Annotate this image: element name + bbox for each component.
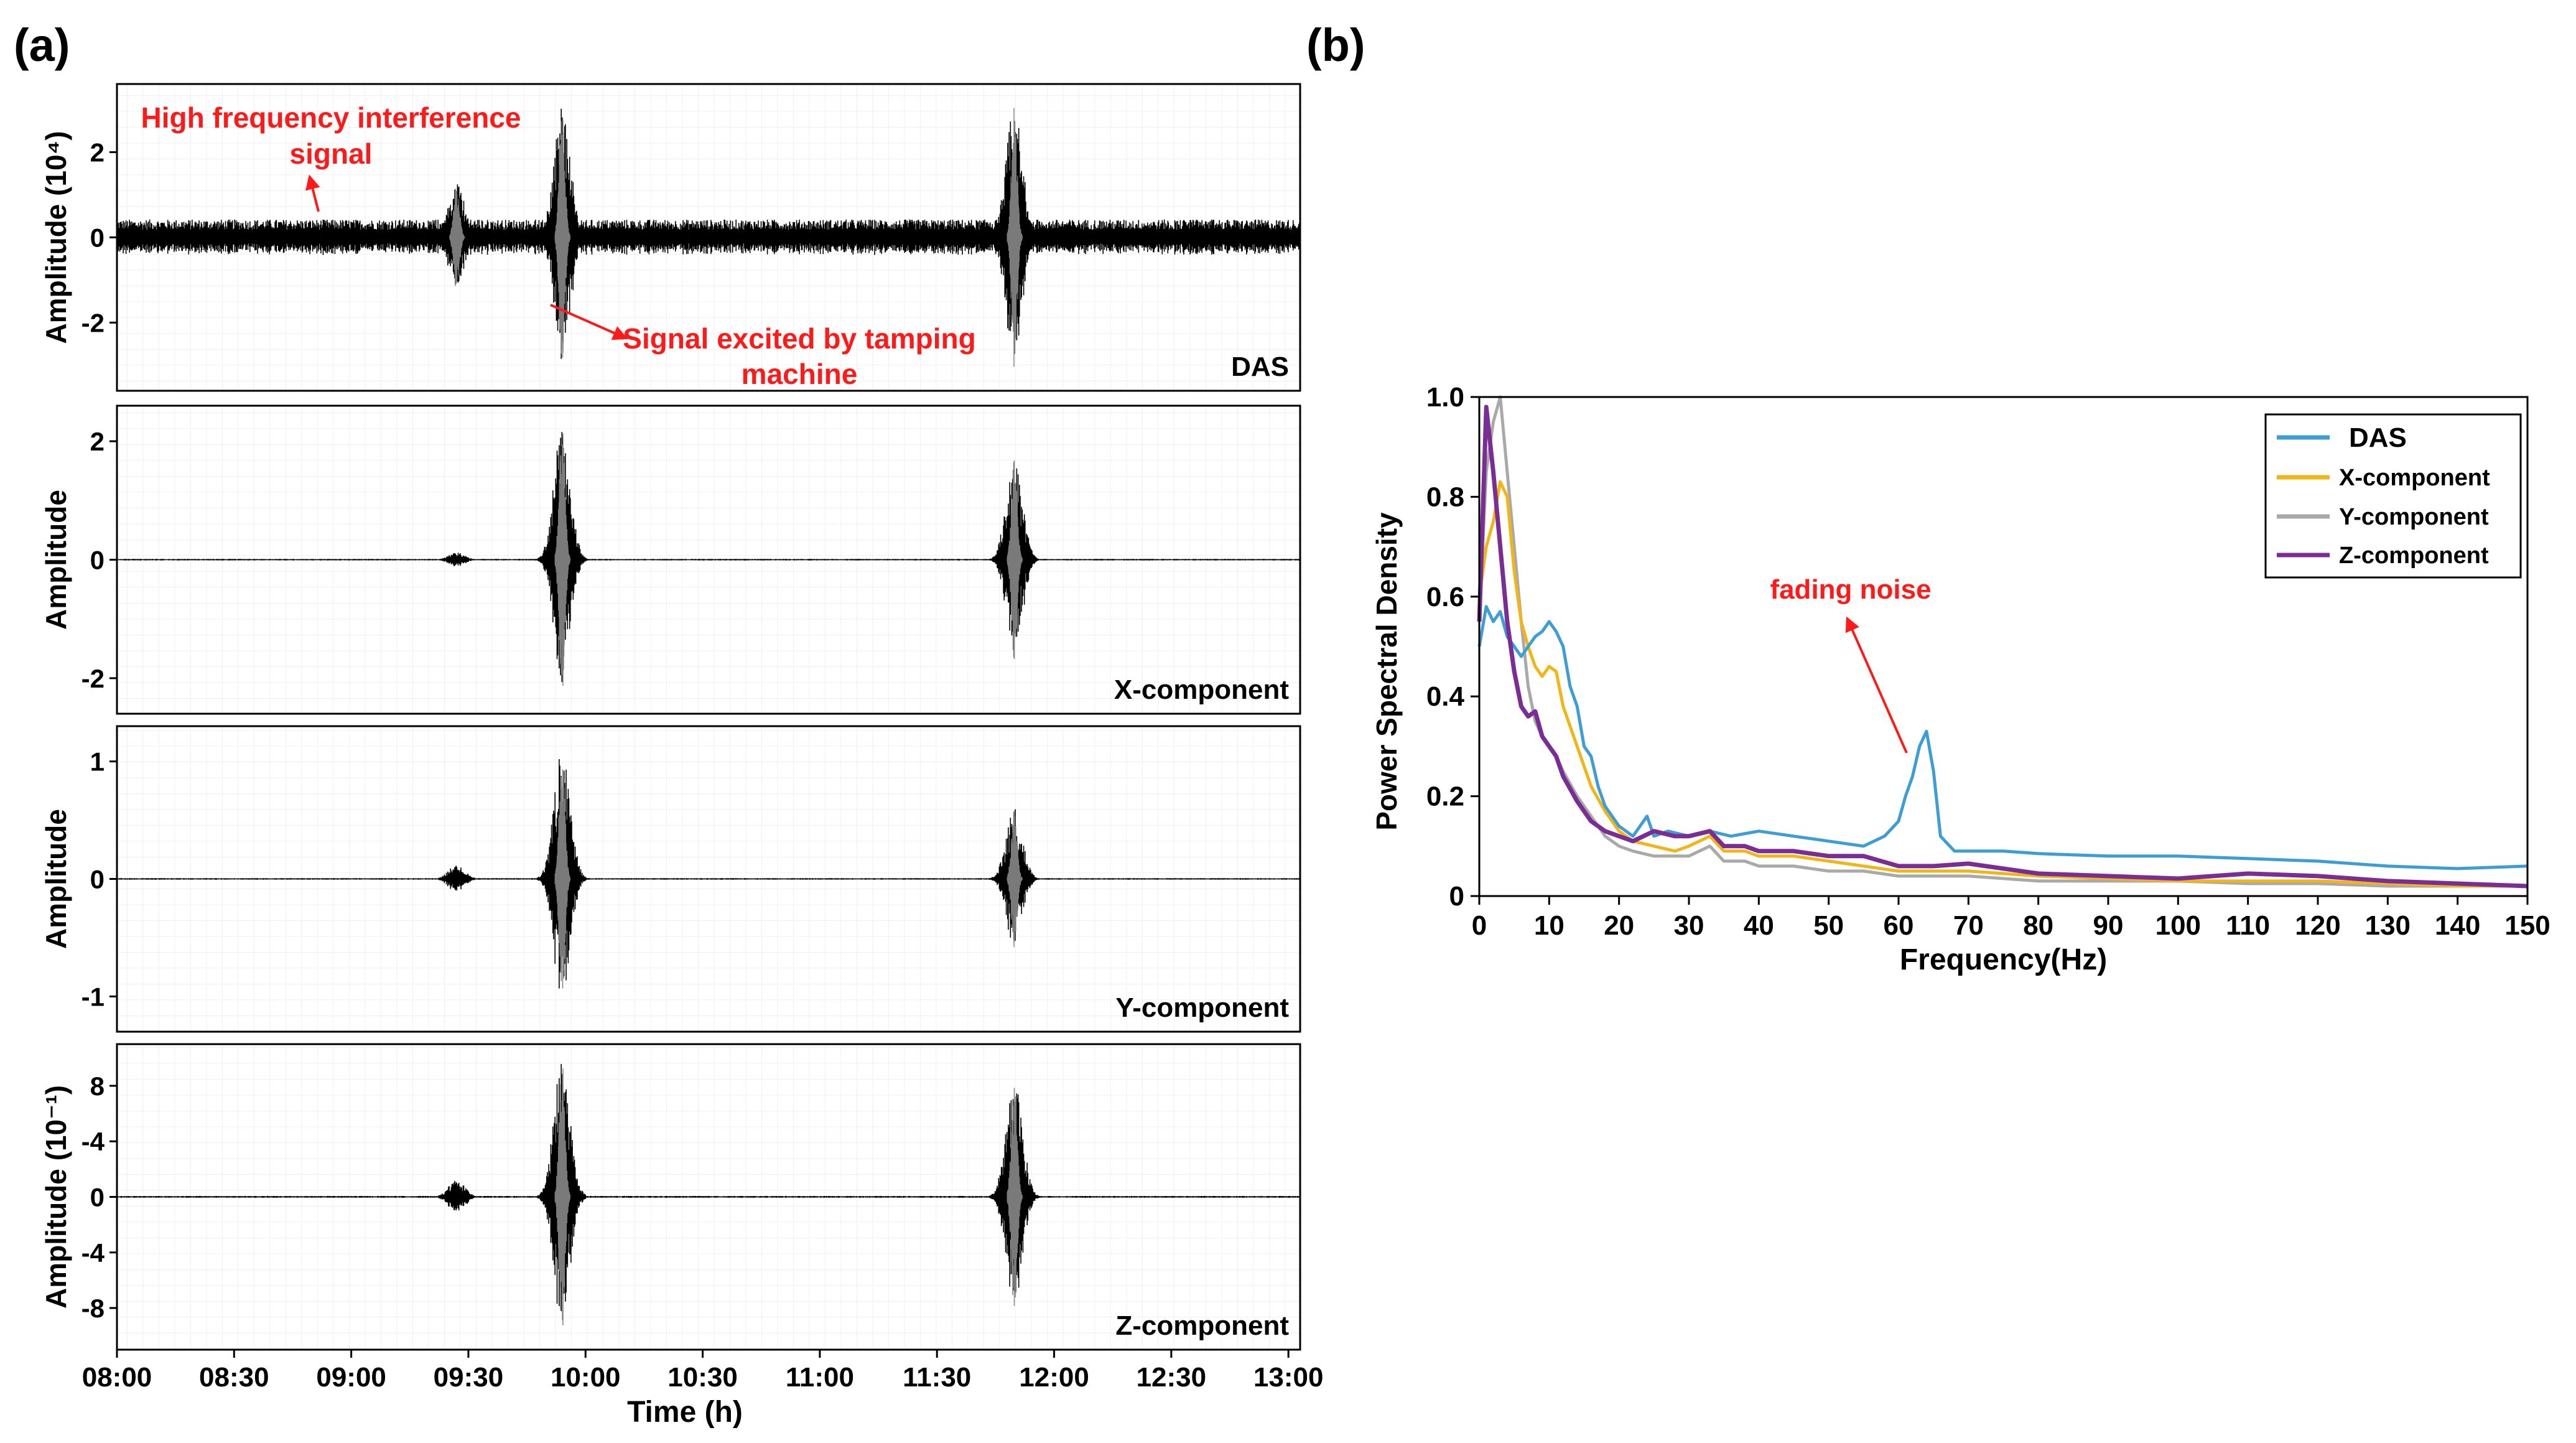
psd-y-tick-label: 1.0 xyxy=(1426,382,1464,413)
y-tick-label: -4 xyxy=(81,1238,105,1268)
burst-2 xyxy=(554,1068,570,1325)
psd-x-axis-label: Frequency(Hz) xyxy=(1900,943,2107,976)
x-tick-label: 08:00 xyxy=(82,1362,152,1393)
subplot-title: Y-component xyxy=(1115,992,1289,1023)
psd-series-z xyxy=(1477,404,2528,889)
annotation-hf-arrow xyxy=(305,174,320,212)
psd-x-tick-label: 20 xyxy=(1604,910,1634,941)
psd-y-tick-label: 0.8 xyxy=(1426,482,1464,512)
legend-label-y: Y-component xyxy=(2339,504,2489,530)
burst-2 xyxy=(554,433,570,686)
psd-x-tick-label: 10 xyxy=(1534,910,1565,941)
psd-x-tick-label: 30 xyxy=(1674,910,1704,941)
annotation-fading-arrow xyxy=(1845,616,1908,754)
annotation-tamp-line2: machine xyxy=(742,358,858,390)
burst-3 xyxy=(1007,460,1023,659)
psd-frame xyxy=(1478,396,2529,897)
y-tick-label: 0 xyxy=(90,865,105,894)
psd-y-tick-label: 0.4 xyxy=(1426,681,1465,712)
x-tick-label: 10:30 xyxy=(667,1362,738,1393)
panel-b: 0 10 20 30 40 50 60 70 80 90 100 110 120 130 140 150 0 0.… xyxy=(1370,382,2550,976)
annotation-hf-line2: signal xyxy=(290,138,373,170)
legend-label-z: Z-component xyxy=(2339,543,2489,569)
subplot-1: 2 0 -2 Amplitude (10⁴) DAS xyxy=(40,83,1301,392)
y-axis-label: Amplitude (10⁴) xyxy=(40,131,72,343)
panel-a-label: (a) xyxy=(14,19,70,71)
x-tick-label: 08:30 xyxy=(199,1362,269,1393)
psd-y-axis-label: Power Spectral Density xyxy=(1370,512,1403,831)
annotation-hf-line1: High frequency interference xyxy=(141,101,521,134)
psd-x-tick-label: 150 xyxy=(2504,910,2550,941)
psd-x-tick-label: 0 xyxy=(1472,910,1487,941)
annotation-hf: High frequency interference signal xyxy=(141,101,521,212)
x-tick-label: 09:30 xyxy=(434,1362,504,1393)
y-tick-label: 8 xyxy=(90,1072,105,1101)
psd-y-tick-label: 0.6 xyxy=(1426,582,1464,612)
subplot-4: 8 -4 0 -4 -8 Amplitude (10⁻¹) Z-component xyxy=(40,1043,1301,1351)
panel-b-label: (b) xyxy=(1306,19,1365,71)
psd-series-y xyxy=(1477,395,2527,888)
panel-a: 2 0 -2 Amplitude (10⁴) DAS 2 0 -2 Amplitude X-com… xyxy=(40,83,1301,1351)
y-tick-label: 2 xyxy=(90,427,105,456)
subplot-title: DAS xyxy=(1231,352,1289,382)
burst-2 xyxy=(554,769,570,989)
x-tick-label: 11:00 xyxy=(786,1362,854,1393)
legend: DAS X-component Y-component Z-component xyxy=(2264,413,2522,579)
psd-y-tick-label: 0 xyxy=(1449,881,1464,912)
burst-2 xyxy=(554,117,570,358)
y-axis-label: Amplitude xyxy=(40,490,72,630)
y-tick-label: -8 xyxy=(81,1294,105,1323)
y-tick-label: -1 xyxy=(81,982,105,1011)
psd-y-tick-label: 0.2 xyxy=(1426,782,1464,812)
legend-label-x: X-component xyxy=(2339,465,2490,491)
annotation-fading: fading noise xyxy=(1770,574,1932,754)
subplot-3: 1 0 -1 Amplitude Y-component xyxy=(40,725,1301,1033)
x-tick-label: 12:30 xyxy=(1137,1362,1207,1393)
y-tick-label: 0 xyxy=(90,223,105,253)
x-tick-label: 13:00 xyxy=(1253,1362,1324,1393)
psd-x-tick-label: 50 xyxy=(1813,910,1844,941)
x-tick-label: 10:00 xyxy=(551,1362,621,1393)
annotation-fading-text: fading noise xyxy=(1770,574,1931,605)
y-tick-label: 0 xyxy=(90,546,105,575)
psd-x-tick-label: 130 xyxy=(2365,910,2411,941)
time-axis: 08:00 08:30 09:00 09:30 10:00 10:30 11:00 11:30… xyxy=(82,1350,1324,1393)
annotation-tamp-arrow xyxy=(550,304,628,340)
y-tick-label: -2 xyxy=(81,664,105,693)
legend-box xyxy=(2264,413,2522,579)
psd-x-tick-label: 60 xyxy=(1884,910,1914,941)
psd-x-tick-label: 100 xyxy=(2155,910,2201,941)
y-tick-label: -2 xyxy=(81,308,105,337)
subplot-title: X-component xyxy=(1114,675,1289,705)
subplot-2: 2 0 -2 Amplitude X-component xyxy=(40,404,1301,715)
psd-x-tick-label: 120 xyxy=(2295,910,2340,941)
annotation-tamping: Signal excited by tamping machine xyxy=(550,304,976,390)
annotation-tamp-line1: Signal excited by tamping xyxy=(623,322,975,355)
psd-x-tick-label: 40 xyxy=(1744,910,1774,941)
time-axis-label: Time (h) xyxy=(627,1396,743,1429)
y-tick-label: 2 xyxy=(90,138,105,167)
y-axis-label: Amplitude xyxy=(40,809,72,949)
psd-x-tick-label: 90 xyxy=(2093,910,2124,941)
psd-x-tick-label: 110 xyxy=(2226,910,2270,941)
psd-series-x xyxy=(1477,480,2527,888)
y-tick-label: 0 xyxy=(90,1183,105,1212)
y-tick-label: 1 xyxy=(90,747,105,777)
burst-3 xyxy=(1007,811,1023,947)
subplot-title: Z-component xyxy=(1115,1310,1289,1341)
x-tick-label: 09:00 xyxy=(316,1362,386,1393)
psd-x-tick-label: 70 xyxy=(1953,910,1984,941)
burst-3 xyxy=(1007,1088,1023,1306)
legend-label-das: DAS xyxy=(2349,423,2407,453)
y-tick-label: -4 xyxy=(81,1127,105,1156)
psd-x-tick-label: 80 xyxy=(2023,910,2053,941)
burst-1 xyxy=(449,189,465,286)
x-tick-label: 12:00 xyxy=(1019,1362,1089,1393)
y-axis-label: Amplitude (10⁻¹) xyxy=(40,1085,72,1309)
x-tick-label: 11:30 xyxy=(903,1362,971,1393)
burst-3 xyxy=(1007,108,1023,367)
psd-x-tick-label: 140 xyxy=(2435,910,2480,941)
